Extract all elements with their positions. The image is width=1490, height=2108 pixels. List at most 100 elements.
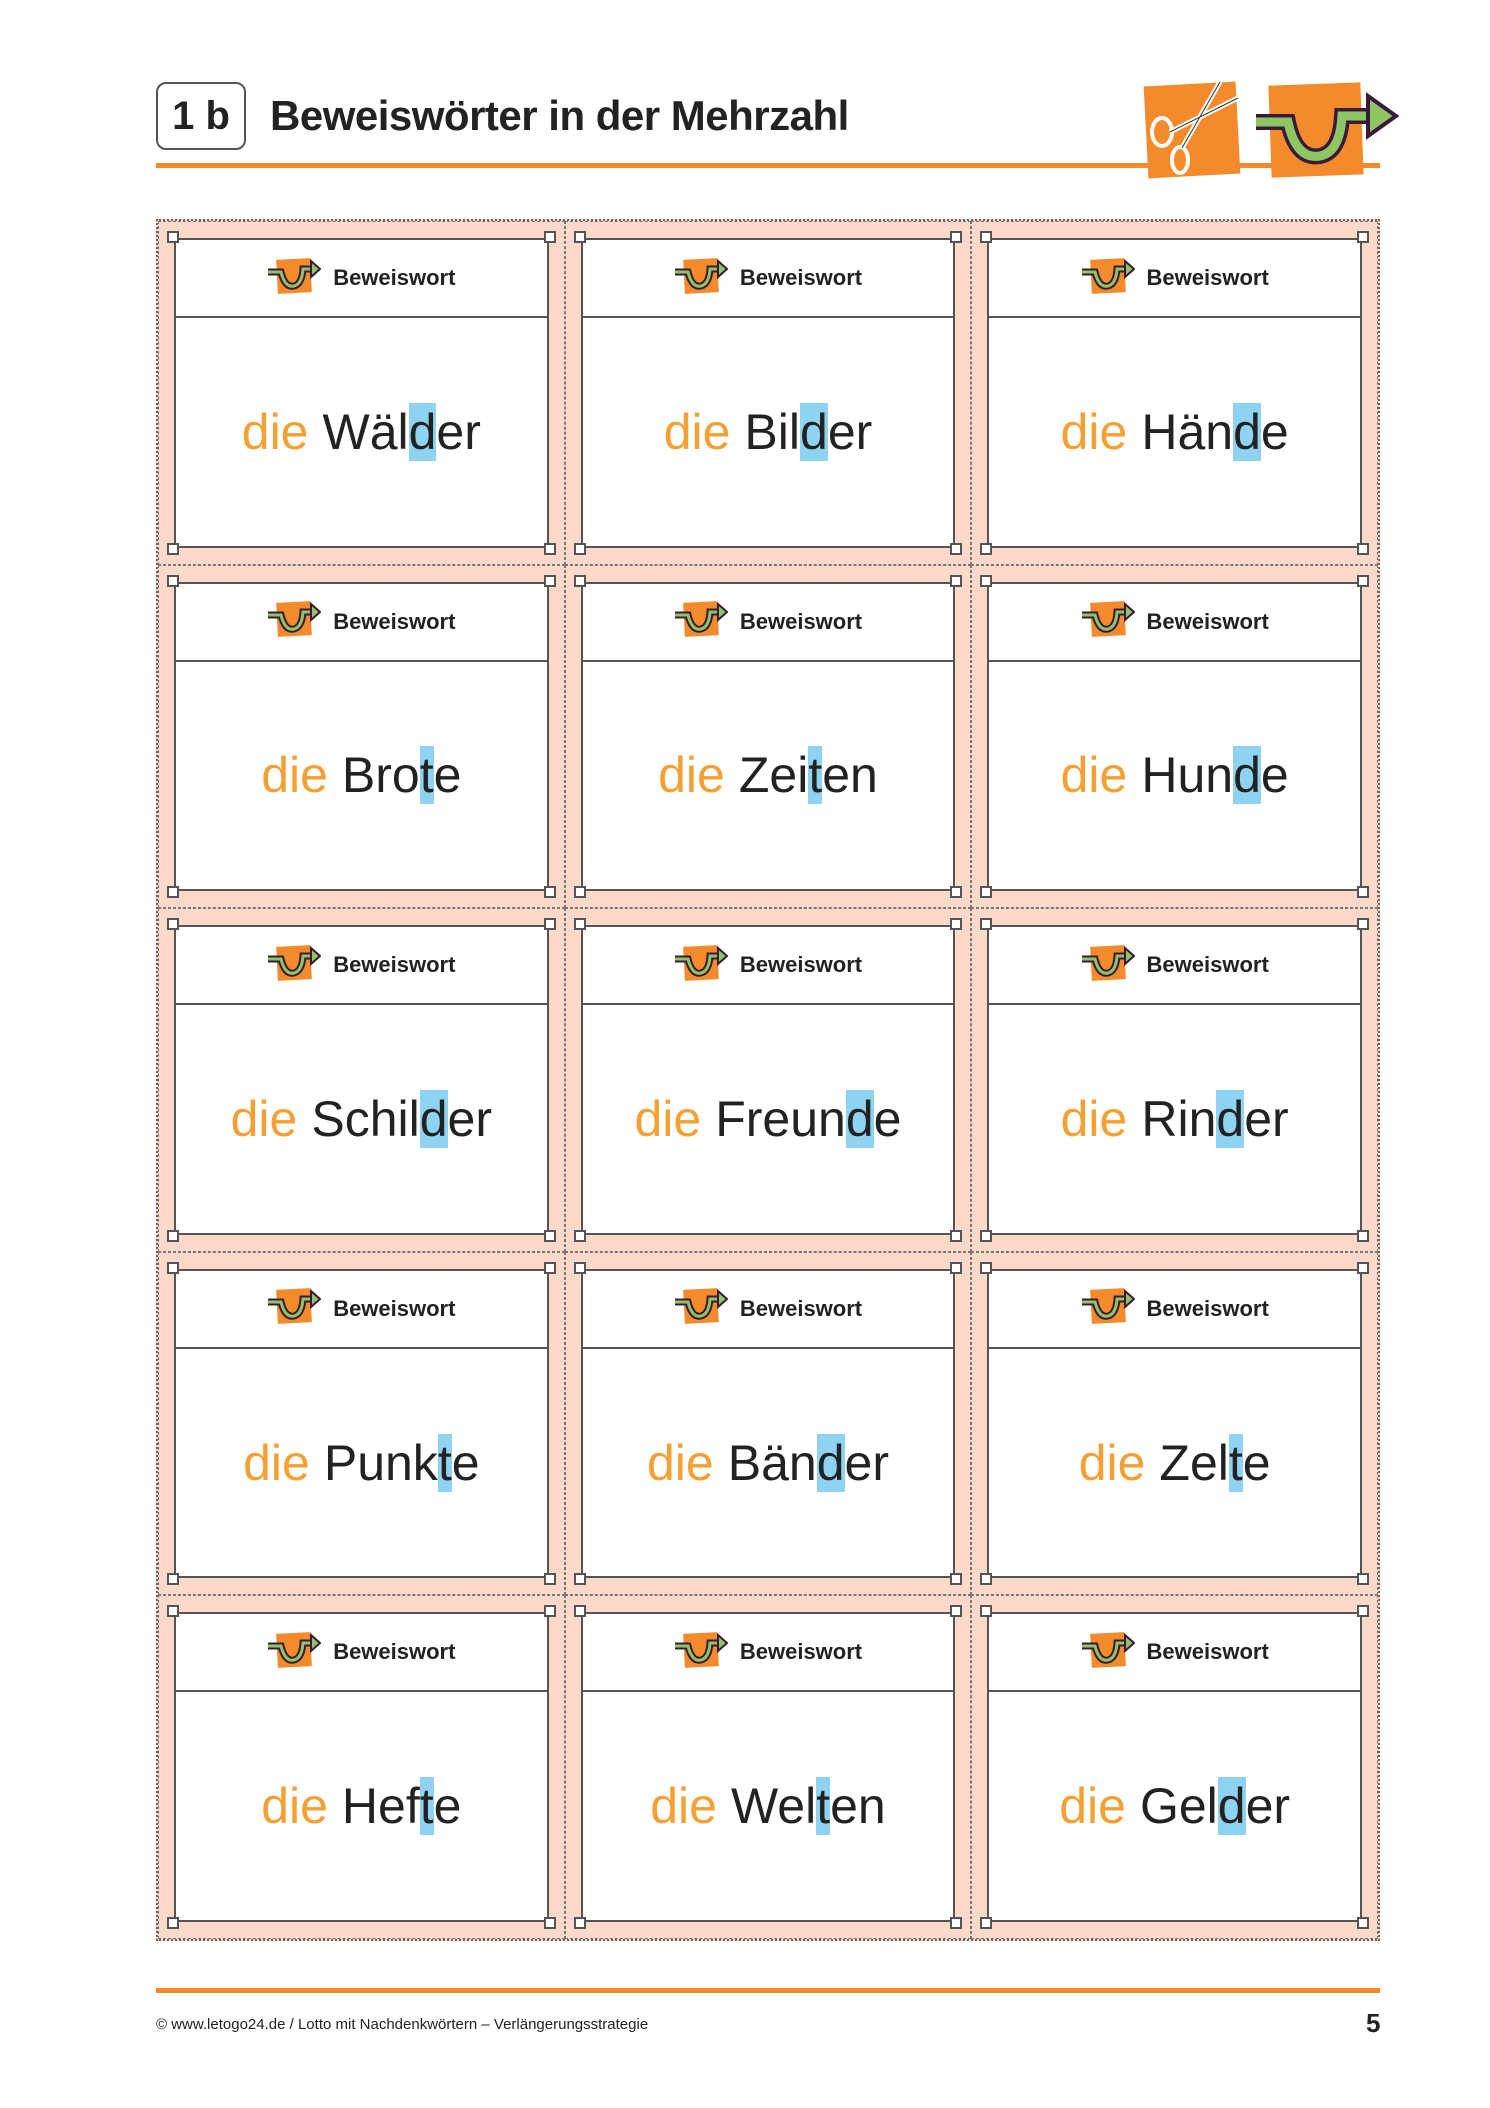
card-header: Beweiswort (989, 240, 1360, 318)
corner-ornament (167, 886, 179, 899)
corner-ornament (980, 918, 993, 931)
card-cell: Beweiswort die Schil d er (158, 908, 565, 1252)
card-word: die Bän d er (583, 1349, 954, 1577)
proof-word-arrow-icon (1081, 943, 1136, 988)
word-card: Beweiswort die Zei t en (573, 574, 963, 899)
highlighted-letter: t (419, 746, 434, 805)
corner-ornament (167, 542, 179, 555)
corner-ornament (167, 574, 179, 587)
corner-ornament (543, 1605, 556, 1618)
corner-ornament (543, 1573, 556, 1586)
card-grid: Beweiswort die Wäl d er Beweiswort die Bil… (156, 219, 1380, 1941)
corner-ornament (950, 1917, 963, 1929)
word-card: Beweiswort die Wel t en (573, 1605, 963, 1929)
word-end: er (447, 1090, 493, 1147)
card-cell: Beweiswort die Rin d er (971, 908, 1378, 1252)
card-label: Beweiswort (333, 952, 456, 978)
highlighted-letter: d (1216, 1089, 1245, 1148)
card-label: Beweiswort (1146, 608, 1269, 634)
card-word: die Schil d er (176, 1005, 547, 1233)
highlighted-letter: d (800, 402, 828, 461)
header-divider (156, 163, 1380, 168)
corner-ornament (1356, 1605, 1369, 1618)
word-start: Schil (311, 1090, 420, 1147)
card-cell: Beweiswort die Gel d er (971, 1595, 1378, 1939)
highlighted-letter: t (437, 1433, 452, 1492)
card-cell: Beweiswort die Wäl d er (158, 221, 565, 565)
corner-ornament (573, 1605, 586, 1618)
card-header: Beweiswort (989, 1271, 1360, 1349)
card-label: Beweiswort (739, 608, 863, 634)
corner-ornament (543, 1229, 556, 1242)
word-end: e (873, 1090, 902, 1147)
corner-ornament (573, 1573, 586, 1586)
word-start: Hun (1141, 747, 1234, 804)
article: die (1059, 1778, 1126, 1835)
corner-ornament (543, 886, 556, 899)
proof-word-arrow-icon (267, 1630, 322, 1675)
word-end: e (451, 1434, 480, 1491)
corner-ornament (980, 886, 993, 899)
word-start: Wel (730, 1778, 817, 1835)
proof-word-arrow-icon (674, 1286, 729, 1331)
card-label: Beweiswort (1146, 1639, 1269, 1665)
card-word: die Wel t en (583, 1692, 954, 1920)
word-end: e (433, 1778, 462, 1835)
word-card: Beweiswort die Freun d e (573, 918, 963, 1242)
corner-ornament (543, 542, 556, 555)
card-header: Beweiswort (989, 927, 1360, 1006)
word-end: e (1260, 747, 1289, 804)
corner-ornament (573, 886, 586, 899)
card-word: die Freun d e (583, 1005, 954, 1233)
footer-copyright: © www.letogo24.de / Lotto mit Nachdenkwö… (156, 2016, 649, 2033)
card-word: die Rin d er (989, 1005, 1360, 1233)
highlighted-letter: d (845, 1089, 874, 1148)
article: die (241, 403, 309, 460)
word-start: Zel (1159, 1434, 1229, 1491)
word-start: Bil (744, 403, 800, 460)
scissors-icon (1140, 80, 1244, 185)
corner-ornament (950, 574, 963, 587)
card-label: Beweiswort (1146, 265, 1269, 290)
corner-ornament (167, 231, 179, 243)
card-word: die Bil d er (583, 318, 954, 546)
article: die (647, 1434, 714, 1491)
card-label: Beweiswort (1146, 952, 1269, 978)
word-card: Beweiswort die Rin d er (980, 918, 1369, 1242)
word-end: er (844, 1434, 889, 1491)
corner-ornament (1356, 918, 1369, 931)
card-cell: Beweiswort die Bän d er (564, 1251, 972, 1596)
footer-divider (156, 1988, 1380, 1993)
card-word: die Wäl d er (176, 318, 547, 546)
card-cell: Beweiswort die Hän d e (971, 221, 1378, 565)
corner-ornament (167, 1229, 179, 1242)
article: die (658, 747, 725, 804)
card-label: Beweiswort (333, 1639, 456, 1665)
corner-ornament (980, 574, 993, 587)
corner-ornament (543, 574, 556, 587)
corner-ornament (980, 1917, 993, 1929)
article: die (1060, 403, 1128, 460)
word-start: Hän (1141, 403, 1234, 460)
corner-ornament (950, 1573, 963, 1586)
proof-word-arrow-icon (267, 256, 322, 301)
corner-ornament (950, 1261, 963, 1274)
card-cell: Beweiswort die Bro t e (158, 564, 565, 909)
word-end: en (830, 1778, 886, 1835)
proof-word-arrow-icon (674, 599, 729, 644)
card-label: Beweiswort (739, 1639, 863, 1665)
article: die (650, 1778, 717, 1835)
word-card: Beweiswort die Bän d er (573, 1261, 963, 1586)
article: die (634, 1090, 702, 1147)
corner-ornament (1356, 574, 1369, 587)
corner-ornament (573, 1261, 586, 1274)
proof-word-arrow-icon (267, 599, 322, 644)
corner-ornament (167, 1261, 179, 1274)
card-cell: Beweiswort die Zei t en (564, 564, 972, 909)
card-cell: Beweiswort die Freun d e (564, 908, 972, 1252)
corner-ornament (573, 1229, 586, 1242)
card-cell: Beweiswort die Hun d e (971, 564, 1378, 909)
card-label: Beweiswort (739, 952, 863, 978)
article: die (1060, 747, 1128, 804)
corner-ornament (980, 1261, 993, 1274)
